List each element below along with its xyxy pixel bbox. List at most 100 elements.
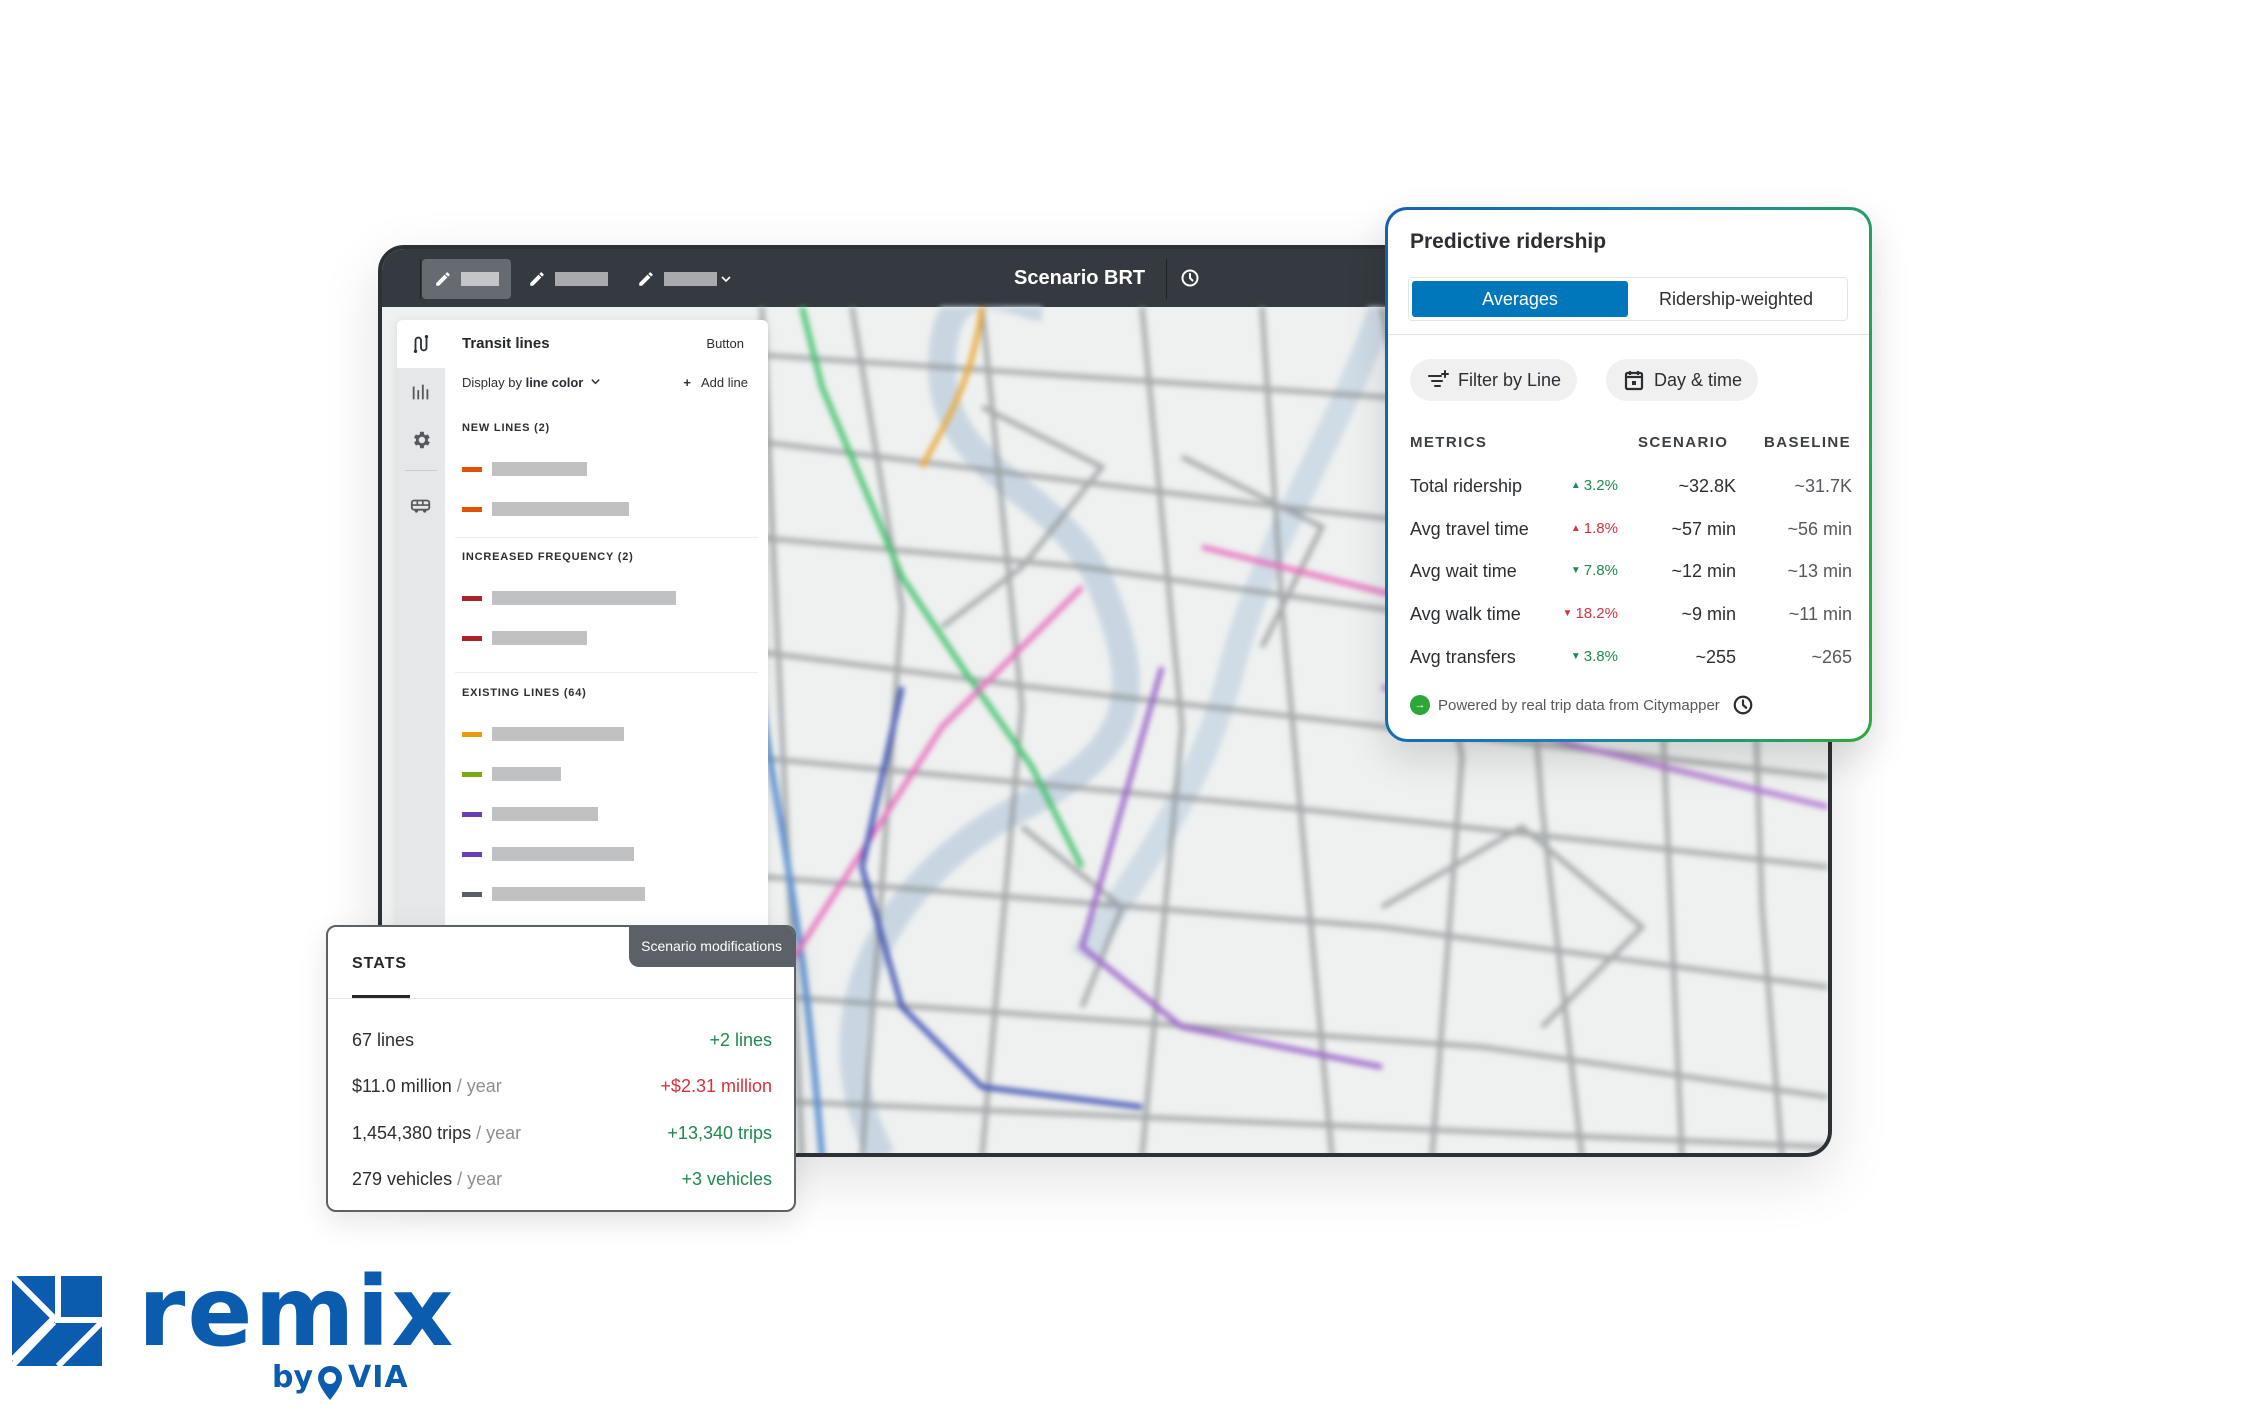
averages-toggle: Averages Ridership-weighted — [1408, 277, 1848, 321]
arrow-up-icon: ▲ — [1570, 523, 1581, 534]
stats-row-trips: 1,454,380 trips / year +13,340 trips — [352, 1120, 772, 1146]
section-divider — [455, 672, 758, 673]
metric-label: Avg transfers — [1410, 647, 1516, 667]
metrics-column-header: METRICS — [1410, 434, 1488, 451]
baseline-column-header: BASELINE — [1764, 434, 1852, 451]
line-color-swatch — [462, 891, 482, 897]
pencil-icon — [530, 272, 544, 286]
clock-icon[interactable] — [1180, 268, 1200, 288]
section-divider — [455, 537, 758, 538]
via-wordmark: VIA — [348, 1360, 409, 1395]
toggle-ridership-weighted[interactable]: Ridership-weighted — [1658, 288, 1814, 309]
metric-delta: ▼ 3.8% — [1570, 648, 1618, 665]
scenario-value: ~32.8K — [1678, 476, 1736, 496]
metric-delta: ▼ 18.2% — [1562, 605, 1618, 622]
baseline-value: ~13 min — [1787, 561, 1852, 581]
stat-value: $11.0 million — [352, 1075, 452, 1096]
tool-label-placeholder — [555, 272, 608, 286]
rail-item-settings[interactable] — [397, 416, 445, 464]
edit-tool-3-dropdown[interactable] — [625, 259, 744, 299]
line-color-swatch — [462, 771, 482, 777]
line-item[interactable] — [462, 628, 587, 648]
remix-mark-icon — [12, 1276, 102, 1366]
edit-tool-1-button[interactable] — [422, 259, 511, 299]
stat-unit: / year — [452, 1168, 503, 1189]
line-item[interactable] — [462, 764, 561, 784]
line-name-placeholder — [492, 767, 561, 781]
panel-title: Transit lines — [462, 335, 550, 352]
baseline-value: ~11 min — [1788, 604, 1852, 624]
bus-icon — [410, 499, 431, 513]
rail-divider — [405, 470, 437, 471]
stat-delta: +3 vehicles — [681, 1168, 772, 1189]
rail-item-transit-lines[interactable] — [397, 320, 445, 368]
rail-item-vehicles[interactable] — [397, 482, 445, 530]
line-color-swatch — [462, 466, 482, 472]
line-name-placeholder — [492, 807, 598, 821]
line-item[interactable] — [462, 884, 645, 904]
metric-label: Avg wait time — [1410, 561, 1517, 581]
metric-delta: ▲ 1.8% — [1570, 520, 1618, 537]
line-item[interactable] — [462, 588, 676, 608]
panel-button[interactable]: Button — [706, 336, 744, 351]
filter-by-line-button[interactable]: Filter by Line — [1410, 359, 1578, 401]
clock-icon[interactable] — [1732, 694, 1754, 716]
tool-label-placeholder — [664, 272, 717, 286]
stat-value: 279 vehicles — [352, 1168, 453, 1189]
edit-tool-2-button[interactable] — [516, 259, 620, 299]
day-time-button[interactable]: Day & time — [1606, 359, 1759, 401]
tab-stats[interactable]: STATS — [352, 955, 408, 972]
bar-chart-icon — [412, 384, 429, 400]
chevron-down-icon — [591, 379, 600, 385]
card-divider — [1388, 334, 1869, 335]
metric-label: Total ridership — [1410, 476, 1523, 496]
line-name-placeholder — [492, 727, 624, 741]
metric-row-avg-wait-time: Avg wait time ▼ 7.8% ~12 min ~13 min — [1410, 557, 1852, 587]
line-item[interactable] — [462, 804, 598, 824]
display-by-dropdown[interactable]: Display by line color — [462, 375, 601, 390]
line-color-swatch — [462, 731, 482, 737]
scenario-value: ~9 min — [1681, 604, 1736, 624]
metric-label: Avg travel time — [1410, 519, 1529, 539]
section-heading-new-lines: NEW LINES (2) — [462, 422, 551, 434]
rail-item-analytics[interactable] — [397, 368, 445, 416]
metric-row-avg-travel-time: Avg travel time ▲ 1.8% ~57 min ~56 min — [1410, 515, 1852, 545]
line-item[interactable] — [462, 844, 634, 864]
filter-add-icon — [1428, 370, 1449, 387]
add-line-button[interactable]: + Add line — [683, 375, 748, 390]
line-item[interactable] — [462, 499, 629, 519]
stats-row-lines: 67 lines +2 lines — [352, 1027, 772, 1053]
line-item[interactable] — [462, 459, 587, 479]
line-item[interactable] — [462, 724, 624, 744]
metric-row-avg-walk-time: Avg walk time ▼ 18.2% ~9 min ~11 min — [1410, 600, 1852, 630]
line-color-swatch — [462, 506, 482, 512]
toggle-averages[interactable]: Averages — [1412, 281, 1628, 317]
scenario-value: ~255 — [1695, 647, 1736, 667]
remix-wordmark: remix — [138, 1256, 456, 1368]
toolbar-divider — [1166, 259, 1167, 299]
stat-delta: +$2.31 million — [660, 1075, 772, 1096]
add-line-label: Add line — [701, 375, 748, 390]
line-name-placeholder — [492, 887, 645, 901]
metric-row-avg-transfers: Avg transfers ▼ 3.8% ~255 ~265 — [1410, 643, 1852, 673]
remix-by-via-logo: remix by VIA — [10, 1256, 453, 1418]
stats-row-cost: $11.0 million / year +$2.31 million — [352, 1073, 772, 1099]
route-icon — [413, 335, 429, 353]
scenario-column-header: SCENARIO — [1638, 434, 1729, 451]
arrow-down-icon: ▼ — [1570, 565, 1581, 576]
attribution-text: Powered by real trip data from Citymappe… — [1438, 696, 1720, 714]
stat-delta: +2 lines — [709, 1029, 772, 1050]
pencil-icon — [436, 272, 450, 286]
line-name-placeholder — [492, 847, 634, 861]
stat-delta: +13,340 trips — [667, 1122, 772, 1143]
arrow-down-icon: ▼ — [1562, 608, 1573, 619]
transit-lines-panel: Transit lines Button Display by line col… — [397, 320, 768, 960]
stat-unit: / year — [471, 1122, 522, 1143]
line-color-swatch — [462, 811, 482, 817]
arrow-down-icon: ▼ — [1570, 651, 1581, 662]
baseline-value: ~56 min — [1787, 519, 1852, 539]
display-by-value: line color — [525, 375, 584, 390]
stats-card: STATS Scenario modifications 67 lines +2… — [326, 925, 796, 1212]
line-name-placeholder — [492, 462, 587, 476]
plus-icon: + — [683, 375, 692, 390]
